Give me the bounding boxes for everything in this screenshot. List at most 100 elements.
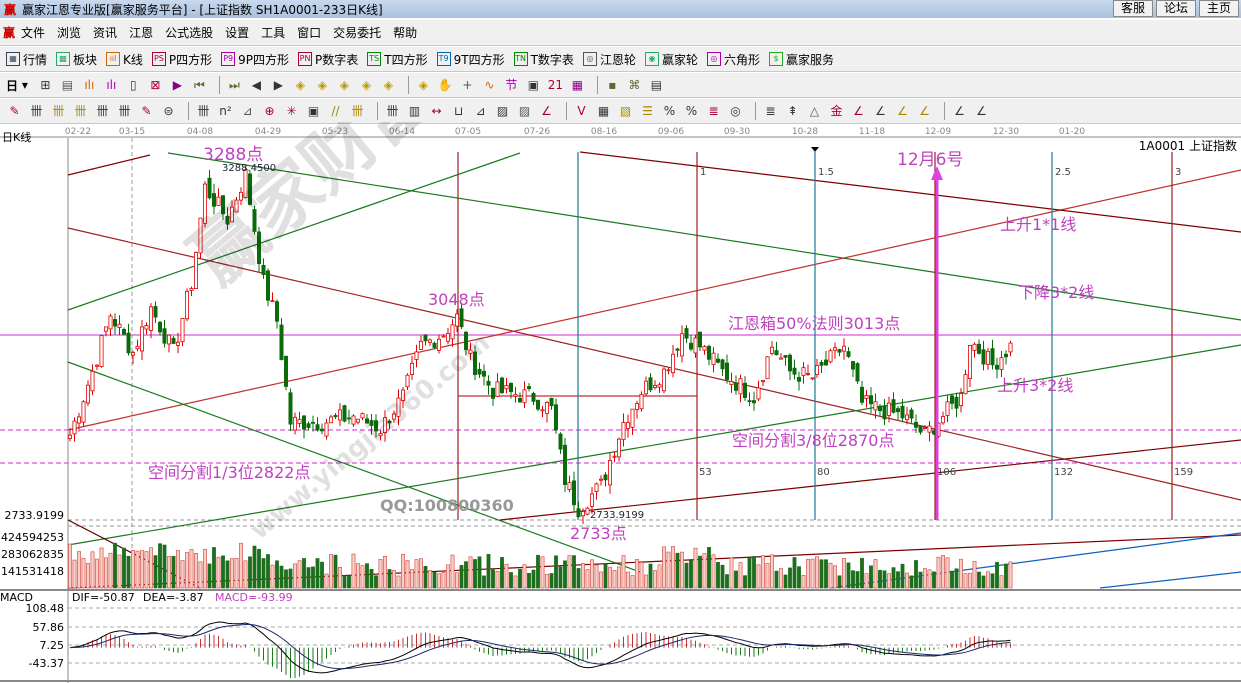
rocket-icon[interactable]: ⇞ [787,104,798,118]
fan-icon[interactable]: ⊿ [475,104,486,118]
customer-service-button[interactable]: 客服 [1113,0,1153,17]
n2-icon[interactable]: n² [219,104,232,118]
toolbar-button-5[interactable]: PN P数字表 [298,51,358,68]
toolbar-button-6[interactable]: TS T四方形 [367,51,428,68]
menu-1[interactable]: 浏览 [57,26,82,40]
wave-icon[interactable]: ∿ [484,78,495,92]
gold-grid2-icon[interactable]: 卌 [74,104,87,118]
kline-chart[interactable]: 02-22 03-15 04-08 04-29 05-23 06-14 07-05 07-26… [0,122,1241,683]
fan-box-icon[interactable]: ▨ [496,104,509,118]
toolbar-button-7[interactable]: T9 9T四方形 [436,51,505,68]
toolbar-button-3[interactable]: PS P四方形 [151,51,212,68]
gold-grid-icon[interactable]: 卌 [52,104,65,118]
toolbar-button-1[interactable]: ▩ 板块 [56,51,97,68]
hand-icon[interactable]: ✋ [437,78,453,92]
grid-icon[interactable]: 卌 [30,104,43,118]
candle-icon[interactable]: ▯ [130,78,137,92]
period-select[interactable]: 日 ▾ [6,78,28,93]
right-icon[interactable]: ▶ [273,78,283,92]
fan-box2-icon[interactable]: ▨ [518,104,531,118]
toolbar-button-8[interactable]: TN T数字表 [513,51,574,68]
cycle-icon[interactable]: ▥ [408,104,421,118]
network-icon[interactable]: ⌘ [628,78,641,92]
four-angle-icon[interactable]: ∠ [976,104,987,118]
star-icon[interactable]: ✳ [286,104,297,118]
gann2-icon[interactable]: 卌 [386,104,399,118]
angle2-icon[interactable]: ∠ [541,104,552,118]
toolbar-button-11[interactable]: ◎ 六角形 [706,51,760,68]
volume-bar [113,542,117,589]
f-angle-icon[interactable]: ∠ [875,104,886,118]
forum-button[interactable]: 论坛 [1156,0,1196,17]
fib-icon[interactable]: 卌 [96,104,109,118]
gann-icon[interactable]: 卌 [351,104,364,118]
volume-bar [617,566,621,589]
angle-b-icon[interactable]: ∠ [919,104,930,118]
pattern-icon[interactable]: ▣ [527,78,540,92]
hatch-icon[interactable]: ▧ [619,104,632,118]
angle-icon[interactable]: ⊿ [242,104,253,118]
print-icon[interactable]: ▤ [650,78,663,92]
diamond-all-icon[interactable]: ◈ [383,78,393,92]
gold-line-icon[interactable]: 金 [830,104,843,118]
menu-6[interactable]: 工具 [261,26,286,40]
menu-8[interactable]: 交易委托 [333,26,382,40]
j-angle-icon[interactable]: ∠ [853,104,864,118]
menu-5[interactable]: 设置 [225,26,250,40]
menu-4[interactable]: 公式选股 [165,26,214,40]
v-icon[interactable]: V [577,104,586,118]
circle-icon[interactable]: ⊜ [163,104,174,118]
spiral-icon[interactable]: ⊕ [264,104,275,118]
volume-bar [576,568,581,589]
calc-icon[interactable]: ▦ [571,78,584,92]
toolbar-button-0[interactable]: ▦ 行情 [6,51,47,68]
menu-9[interactable]: 帮助 [393,26,418,40]
line-a-icon[interactable]: △ [809,104,820,118]
toolbar-button-12[interactable]: $ 赢家服务 [768,51,834,68]
bar9-icon[interactable]: ılı [106,78,117,92]
menu-0[interactable]: 文件 [21,26,46,40]
crosshair-icon[interactable]: + [462,78,473,92]
mode-icon[interactable]: ⊠ [150,78,161,92]
fib2-icon[interactable]: 卌 [118,104,131,118]
pen-icon[interactable]: ✎ [9,104,20,118]
bar3-icon[interactable]: ılı [84,78,95,92]
menu-3[interactable]: 江恩 [129,26,154,40]
diamond-right-icon[interactable]: ◈ [317,78,327,92]
gold-coin-icon[interactable]: ◎ [730,104,741,118]
toolbar-button-4[interactable]: P9 9P四方形 [221,51,289,68]
square-icon[interactable]: ▣ [307,104,320,118]
flag-icon[interactable]: ▶ [172,78,182,92]
menu-2[interactable]: 资讯 [93,26,118,40]
pencil-icon[interactable]: ✎ [141,104,152,118]
toolbar-button-10[interactable]: ◉ 赢家轮 [644,51,698,68]
toolbar-button-9[interactable]: ◎ 江恩轮 [582,51,636,68]
first-icon[interactable]: ⏮ [193,78,205,92]
menu-7[interactable]: 窗口 [297,26,322,40]
diamond-expand-icon[interactable]: ◈ [339,78,349,92]
last-icon[interactable]: ⏭ [228,78,240,92]
percent-icon[interactable]: % [685,104,698,118]
node-icon[interactable]: 节 [505,78,518,92]
calendar-icon[interactable]: 21 [547,78,563,92]
diamond-up-icon[interactable]: ◈ [418,78,428,92]
gold-angle-icon[interactable]: ∠ [897,104,908,118]
box-icon[interactable]: ⊔ [453,104,464,118]
diamond-left-icon[interactable]: ◈ [295,78,305,92]
left-icon[interactable]: ◀ [251,78,261,92]
home-button[interactable]: 主页 [1199,0,1239,17]
ruler-icon[interactable]: ☰ [642,104,653,118]
toolbar-button-2[interactable]: ııl K线 [106,51,143,68]
doc-icon[interactable]: ▤ [61,78,74,92]
pct-angle-icon[interactable]: % [663,104,676,118]
window-icon[interactable]: ⊞ [40,78,51,92]
pct-lines-icon[interactable]: ≣ [708,104,719,118]
angle-c-icon[interactable]: ∠ [954,104,965,118]
parallel-icon[interactable]: // [331,104,340,118]
grid2-icon[interactable]: ▦ [597,104,610,118]
save-icon[interactable]: ▪ [608,78,617,92]
lines-icon[interactable]: 卌 [197,104,210,118]
gold-lines-icon[interactable]: ≣ [765,104,776,118]
range-icon[interactable]: ↔ [431,104,442,118]
diamond-shrink-icon[interactable]: ◈ [361,78,371,92]
